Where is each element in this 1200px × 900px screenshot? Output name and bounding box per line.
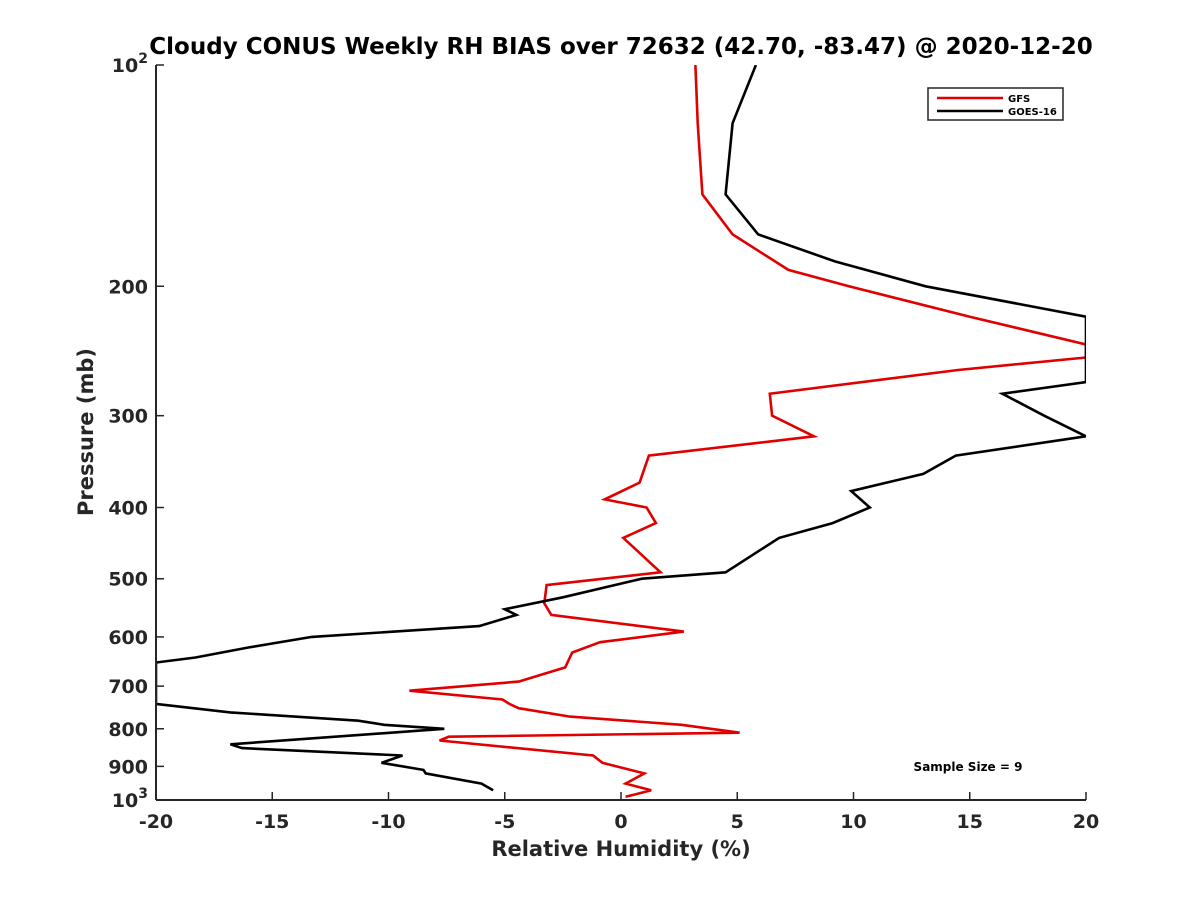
sample-size-annotation: Sample Size = 9 [914, 760, 1023, 774]
y-tick-label: 400 [108, 498, 148, 520]
y-tick-label: 700 [108, 676, 148, 698]
chart-title: Cloudy CONUS Weekly RH BIAS over 72632 (… [149, 34, 1092, 60]
x-tick-label: -15 [255, 811, 289, 833]
legend-box [927, 87, 1064, 121]
y-axis-label: Pressure (mb) [74, 348, 98, 516]
y-tick-label: 200 [108, 276, 148, 298]
series-layer [156, 65, 1086, 799]
x-ticks: -20 -15 -10 -5 0 5 10 15 20 [139, 792, 1099, 833]
plot-area [156, 65, 1086, 800]
y-tick-label: 600 [108, 627, 148, 649]
series-line-gfs [409, 65, 1086, 799]
x-tick-label: -10 [371, 811, 405, 833]
x-tick-label: 0 [614, 811, 627, 833]
legend: GFS GOES-16 [927, 87, 1064, 121]
y-tick-label: 300 [108, 406, 148, 428]
y-tick-label: 900 [108, 756, 148, 778]
x-tick-label: 5 [731, 811, 744, 833]
legend-label-gfs: GFS [1008, 94, 1030, 105]
y-tick-label: 800 [108, 719, 148, 741]
series-line-goes16 [156, 65, 1086, 792]
y-ticks: 102 200 300 400 500 600 700 800 900 103 [108, 51, 164, 812]
x-tick-label: 15 [957, 811, 983, 833]
x-tick-label: 10 [840, 811, 866, 833]
legend-label-goes16: GOES-16 [1008, 107, 1057, 118]
x-tick-label: -5 [494, 811, 515, 833]
x-tick-label: -20 [139, 811, 173, 833]
x-tick-label: 20 [1073, 811, 1099, 833]
y-tick-label: 102 [112, 51, 148, 77]
y-tick-label: 500 [108, 569, 148, 591]
x-axis-label: Relative Humidity (%) [491, 837, 750, 861]
y-tick-label: 103 [112, 786, 148, 812]
